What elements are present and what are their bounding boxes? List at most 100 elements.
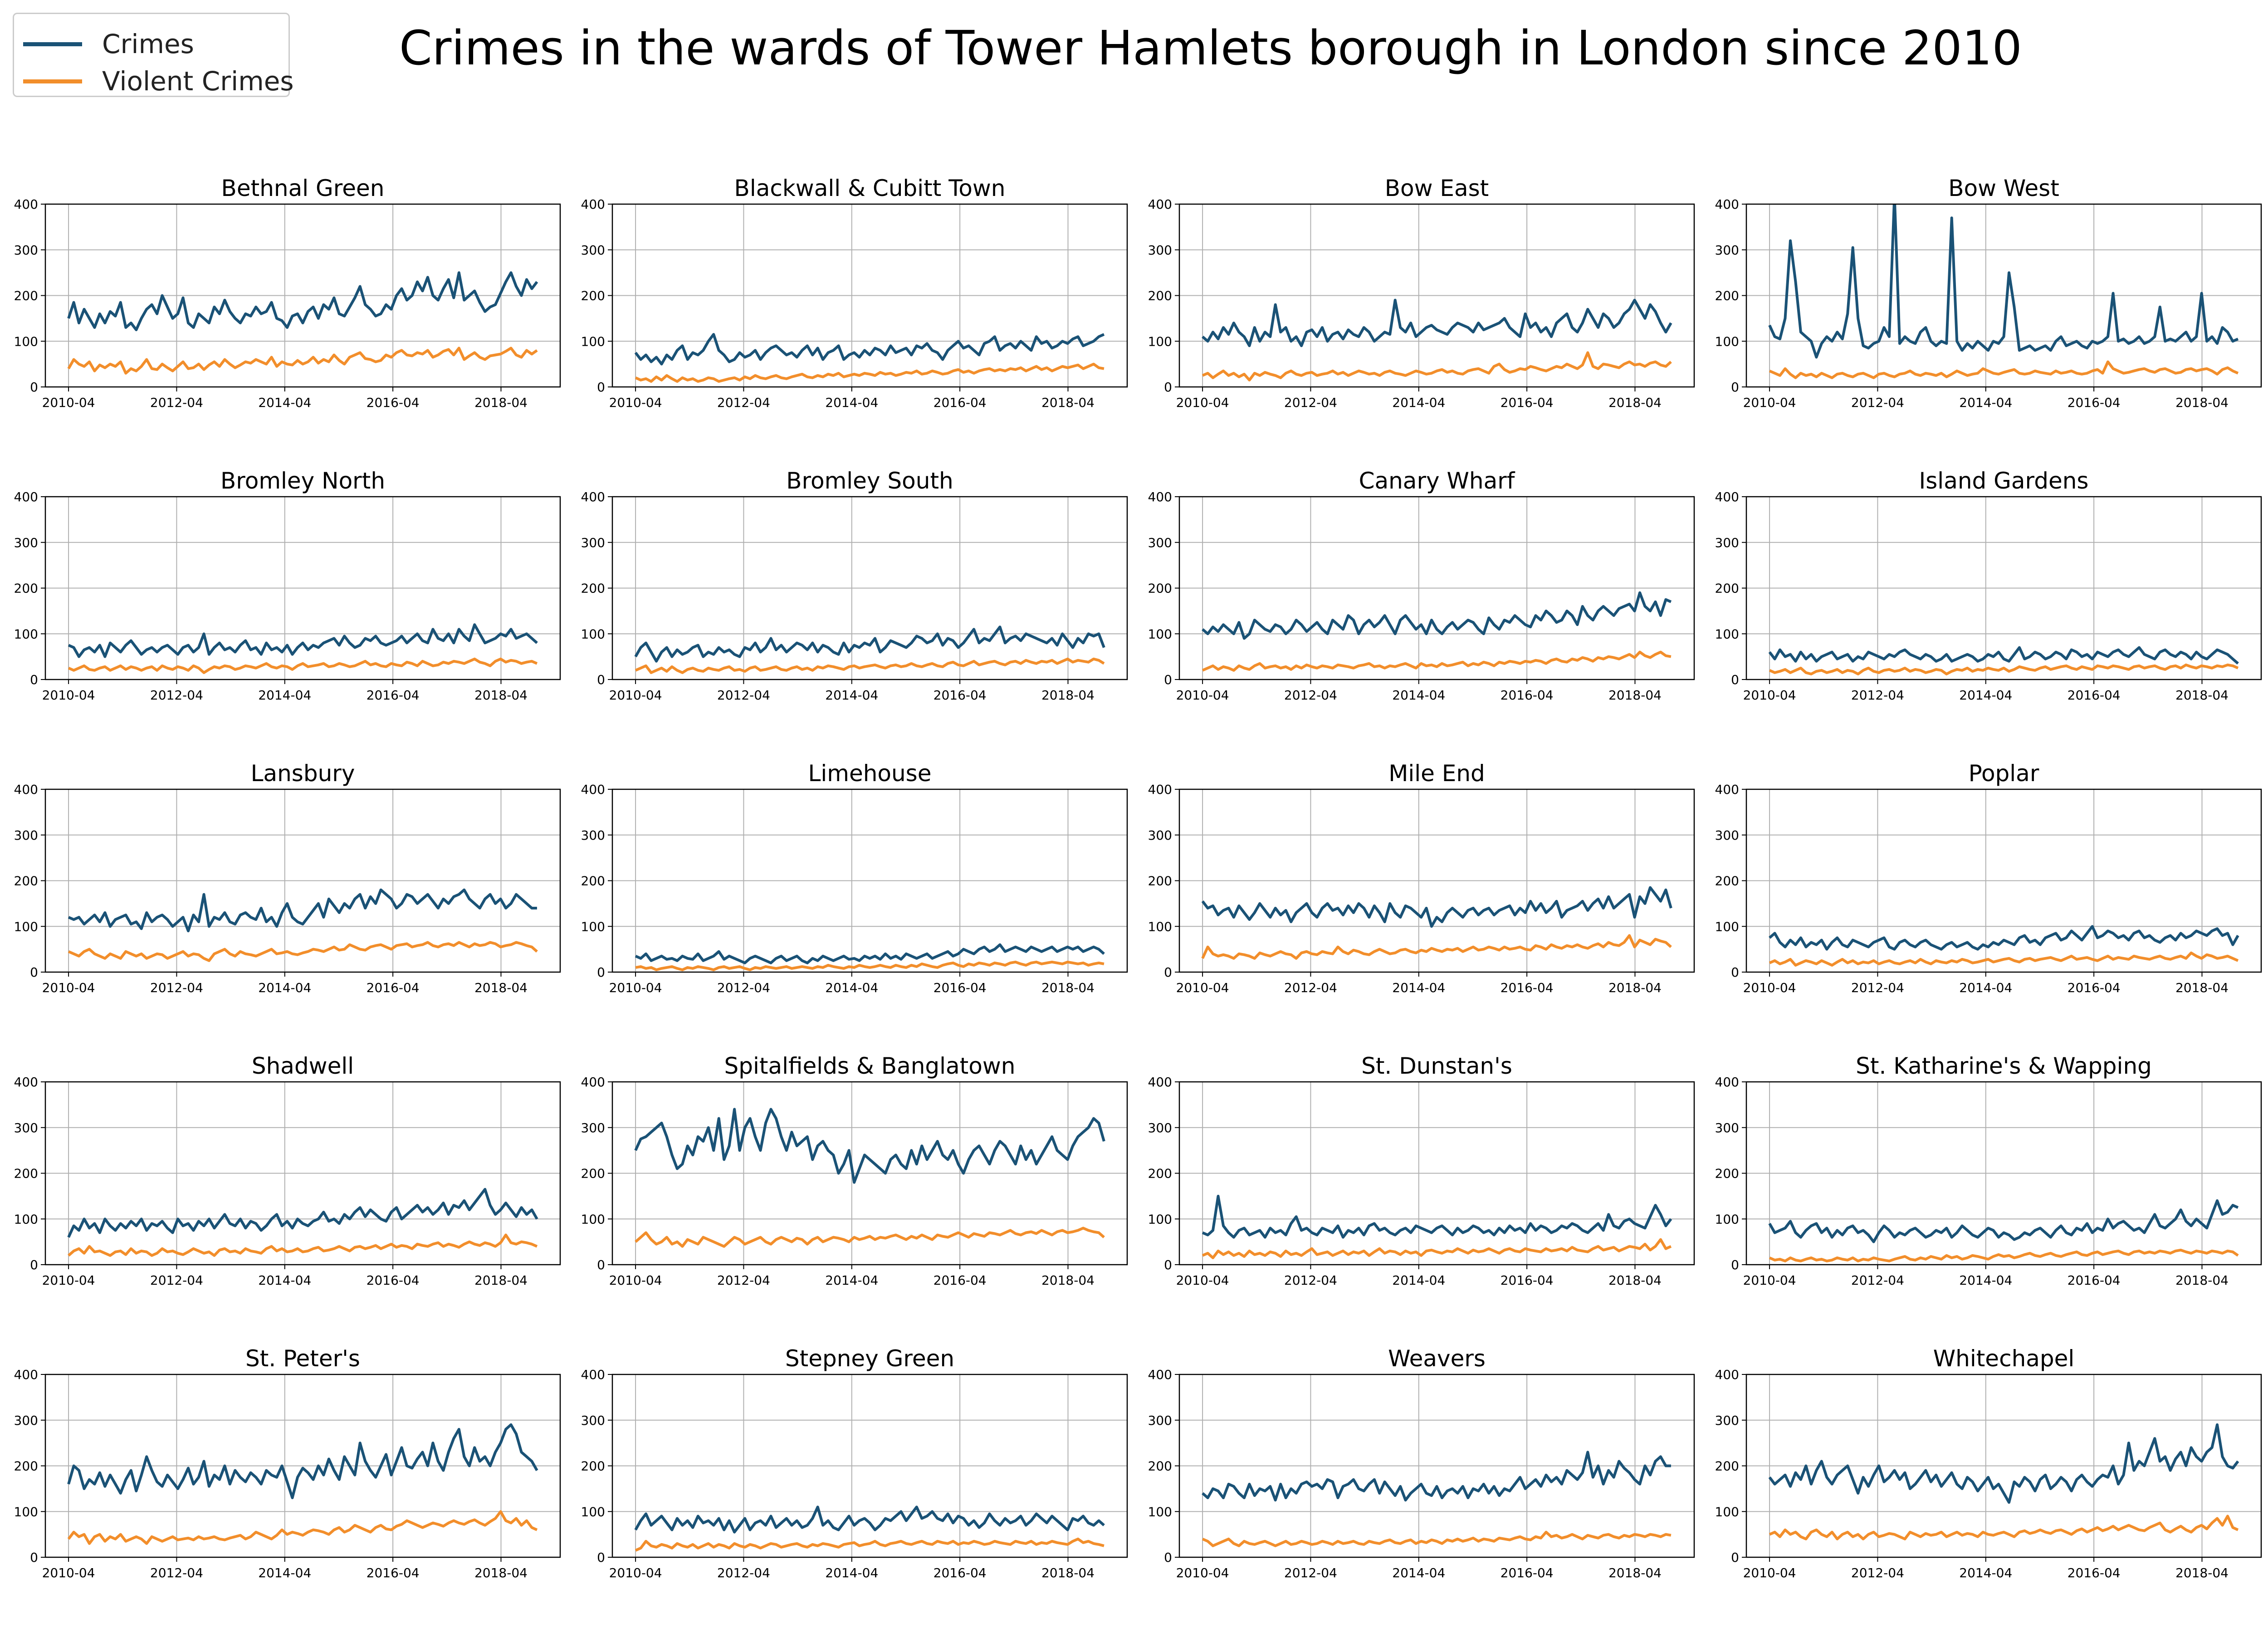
panel-bow-east: Bow East 0 100 200 300 400 2010-04 2012-04 2014-… xyxy=(1148,175,1695,410)
panel-title: Shadwell xyxy=(252,1053,354,1079)
y-tick-label: 0 xyxy=(1731,672,1739,687)
panel-st-dunstan-s: St. Dunstan's 0 100 200 300 400 2010-04 2012-04… xyxy=(1148,1053,1695,1288)
series-line-violent-crimes xyxy=(68,1233,538,1257)
panel-title: Mile End xyxy=(1388,760,1485,787)
x-tick-label: 2018-04 xyxy=(1041,980,1095,995)
plot-frame xyxy=(1745,203,2262,388)
x-tick-label: 2014-04 xyxy=(1959,395,2012,410)
y-tick-label: 300 xyxy=(14,828,38,843)
x-tick-label: 2012-04 xyxy=(717,1273,770,1288)
x-tick-label: 2016-04 xyxy=(934,1273,987,1288)
x-tick-label: 2018-04 xyxy=(1041,1273,1095,1288)
y-tick-label: 300 xyxy=(1715,1120,1739,1135)
y-tick-label: 400 xyxy=(14,1367,38,1382)
x-tick-label: 2016-04 xyxy=(934,688,987,703)
y-tick-label: 400 xyxy=(581,1075,605,1090)
y-tick-label: 200 xyxy=(14,1459,38,1474)
x-tick-label: 2018-04 xyxy=(1608,688,1662,703)
panel-stepney-green: Stepney Green 0 100 200 300 400 2010-04 2012-04… xyxy=(581,1345,1128,1580)
x-tick-label: 2014-04 xyxy=(1392,980,1445,995)
y-tick-label: 400 xyxy=(1148,489,1172,504)
x-tick-label: 2014-04 xyxy=(1959,1565,2012,1580)
y-tick-label: 400 xyxy=(1148,1075,1172,1090)
y-tick-label: 400 xyxy=(14,197,38,212)
series-line-violent-crimes xyxy=(67,347,538,375)
y-tick-label: 200 xyxy=(581,1459,605,1474)
x-tick-label: 2016-04 xyxy=(367,980,420,995)
x-tick-label: 2018-04 xyxy=(1041,688,1095,703)
x-tick-label: 2016-04 xyxy=(367,1565,420,1580)
panel-title: Canary Wharf xyxy=(1359,468,1515,494)
y-tick-label: 100 xyxy=(1148,334,1172,349)
x-tick-label: 2016-04 xyxy=(1501,980,1554,995)
panel-bethnal-green: Bethnal Green 0 100 200 300 400 2010-04 2012-04… xyxy=(14,175,561,410)
x-tick-label: 2010-04 xyxy=(609,1565,662,1580)
panel-title: Stepney Green xyxy=(785,1345,954,1372)
series-line-crimes xyxy=(1202,591,1672,640)
y-tick-label: 300 xyxy=(1148,1120,1172,1135)
panel-title: Spitalfields & Banglatown xyxy=(724,1053,1016,1079)
x-tick-label: 2012-04 xyxy=(150,395,203,410)
panel-title: Island Gardens xyxy=(1919,468,2089,494)
panel-canary-wharf: Canary Wharf 0 100 200 300 400 2010-04 2012-04 2… xyxy=(1148,468,1695,703)
series-line-violent-crimes xyxy=(1769,663,2239,675)
y-tick-label: 300 xyxy=(14,1413,38,1428)
y-tick-label: 400 xyxy=(14,489,38,504)
panel-title: Bromley North xyxy=(220,468,385,494)
x-tick-label: 2014-04 xyxy=(825,1565,878,1580)
plot-frame xyxy=(44,1374,561,1558)
y-tick-label: 100 xyxy=(1148,1212,1172,1227)
y-tick-label: 400 xyxy=(14,1075,38,1090)
figure-title: Crimes in the wards of Tower Hamlets bor… xyxy=(399,20,2022,76)
plot-frame xyxy=(611,1081,1128,1266)
y-tick-label: 0 xyxy=(30,1257,38,1272)
legend-label-violent-crimes: Violent Crimes xyxy=(102,66,294,97)
series-line-violent-crimes xyxy=(635,1227,1105,1248)
series-line-crimes xyxy=(1768,1199,2239,1243)
x-tick-label: 2016-04 xyxy=(367,395,420,410)
panel-weavers: Weavers 0 100 200 300 400 2010-04 2012-04 2014-0… xyxy=(1148,1345,1695,1580)
series-line-violent-crimes xyxy=(1202,650,1672,672)
x-tick-label: 2010-04 xyxy=(1743,980,1796,995)
panel-poplar: Poplar 0 100 200 300 400 2010-04 2012-04 2014-04… xyxy=(1715,760,2262,995)
x-tick-label: 2016-04 xyxy=(1501,1565,1554,1580)
series-line-crimes xyxy=(634,1506,1105,1534)
x-tick-label: 2010-04 xyxy=(42,395,95,410)
y-tick-label: 400 xyxy=(1148,1367,1172,1382)
y-tick-label: 400 xyxy=(1715,1075,1739,1090)
x-tick-label: 2014-04 xyxy=(825,1273,878,1288)
x-tick-label: 2014-04 xyxy=(825,395,878,410)
y-tick-label: 300 xyxy=(581,535,605,550)
legend: Crimes Violent Crimes xyxy=(13,13,294,97)
panel-title: Bow West xyxy=(1948,175,2059,201)
panel-title: Poplar xyxy=(1969,760,2039,787)
series-line-violent-crimes xyxy=(635,657,1105,674)
y-tick-label: 400 xyxy=(1715,1367,1739,1382)
plot-frame xyxy=(611,1374,1128,1558)
x-tick-label: 2018-04 xyxy=(1608,395,1662,410)
y-tick-label: 200 xyxy=(1148,581,1172,596)
y-tick-label: 100 xyxy=(14,626,38,641)
y-tick-label: 200 xyxy=(14,1166,38,1181)
y-tick-label: 200 xyxy=(581,581,605,596)
y-tick-label: 100 xyxy=(1148,1504,1172,1519)
x-tick-label: 2010-04 xyxy=(1176,980,1229,995)
plot-frame xyxy=(611,496,1128,680)
panel-whitechapel: Whitechapel 0 100 200 300 400 2010-04 2012-04 20… xyxy=(1715,1345,2262,1580)
series-line-crimes xyxy=(1202,1194,1672,1239)
series-line-crimes xyxy=(1769,925,2239,951)
x-tick-label: 2016-04 xyxy=(1501,395,1554,410)
series-line-crimes xyxy=(67,1423,538,1499)
x-tick-label: 2012-04 xyxy=(1284,980,1337,995)
panel-title: Whitechapel xyxy=(1933,1345,2075,1372)
series-line-violent-crimes xyxy=(1769,951,2239,967)
x-tick-label: 2014-04 xyxy=(258,395,311,410)
y-tick-label: 100 xyxy=(1715,1504,1739,1519)
y-tick-label: 300 xyxy=(1715,535,1739,550)
x-tick-label: 2014-04 xyxy=(1392,1273,1445,1288)
y-tick-label: 300 xyxy=(1148,1413,1172,1428)
y-tick-label: 0 xyxy=(30,965,38,980)
x-tick-label: 2010-04 xyxy=(609,688,662,703)
y-tick-label: 0 xyxy=(1731,965,1739,980)
x-tick-label: 2018-04 xyxy=(2175,395,2229,410)
